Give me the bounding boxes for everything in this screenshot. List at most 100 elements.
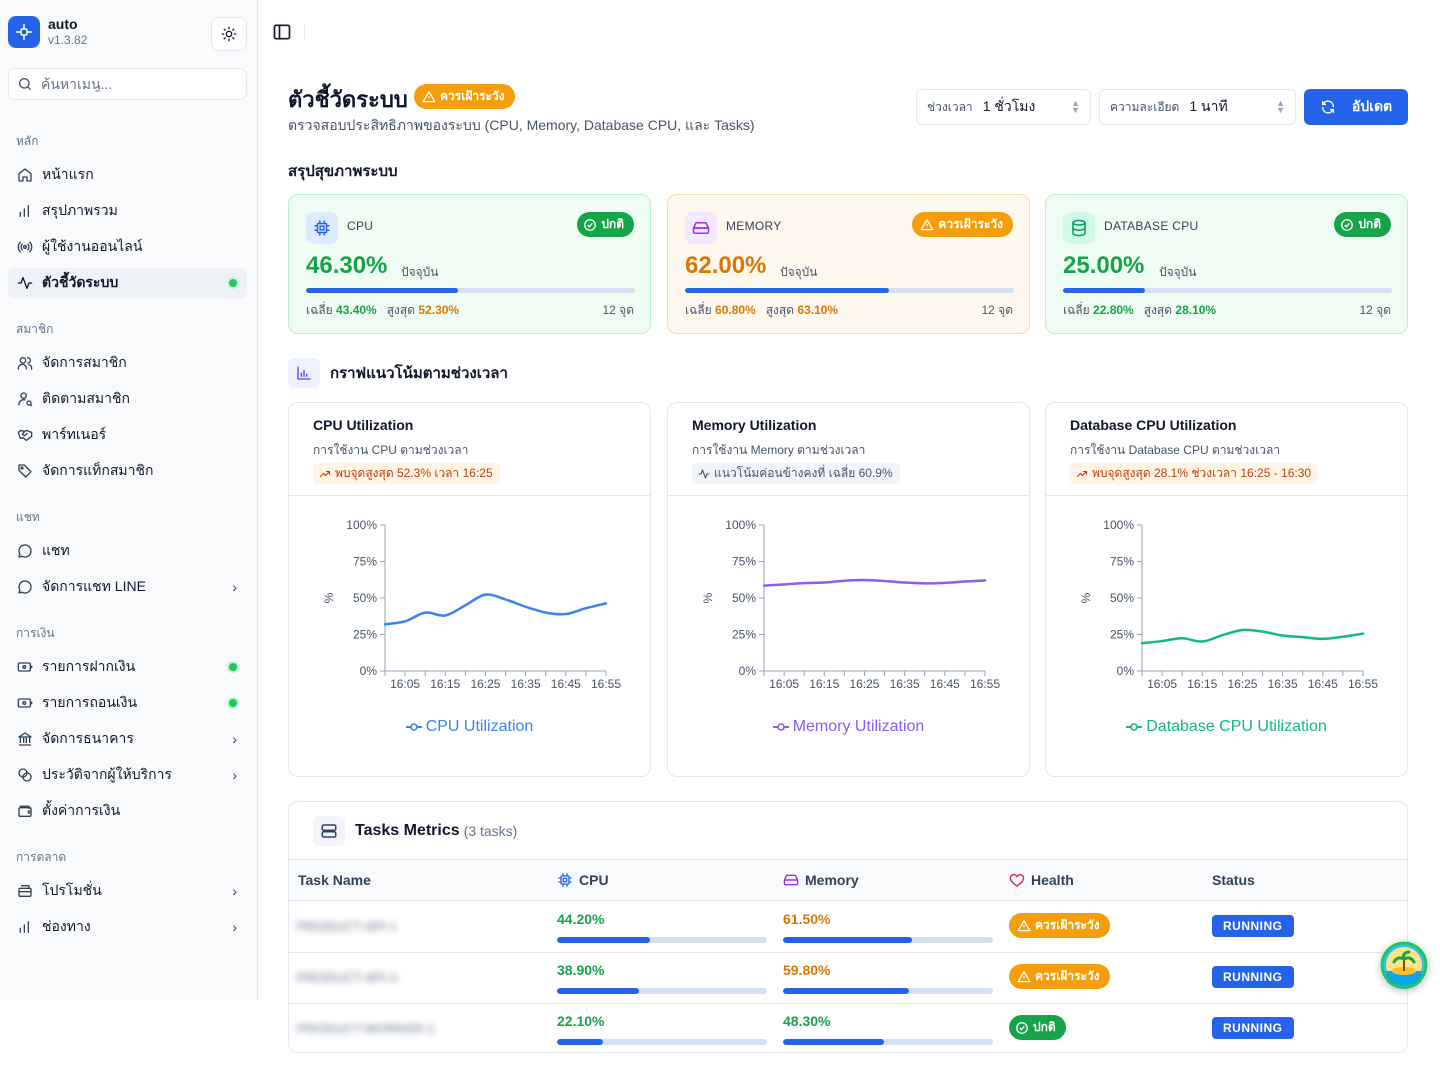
sidebar-item-partners[interactable]: พาร์ทเนอร์ bbox=[8, 420, 247, 450]
app-version: v1.3.82 bbox=[48, 33, 88, 47]
wallet-in-icon bbox=[16, 658, 34, 676]
task-cpu-bar bbox=[557, 937, 767, 943]
database-cpu-line-chart: 0% 25% 50% 75% 100%% 16:05 16:15 16:25 16:35 16:4… bbox=[1079, 518, 1378, 691]
status-badge-label: ปกติ bbox=[1358, 217, 1381, 231]
page-status-label: ควรเฝ้าระวัง bbox=[440, 89, 505, 103]
page-status-badge: ควรเฝ้าระวัง bbox=[414, 84, 515, 109]
sidebar-item-track-members[interactable]: ติดตามสมาชิก bbox=[8, 384, 247, 414]
column-header-health[interactable]: Health bbox=[1009, 872, 1074, 888]
x-tick-label: 16:55 bbox=[970, 677, 1000, 691]
sidebar: auto v1.3.82 หลัก หน้าแรก สรุปภาพรวม ผู้… bbox=[0, 0, 258, 1000]
sun-icon bbox=[221, 26, 237, 42]
sidebar-item-withdrawals[interactable]: รายการถอนเงิน bbox=[8, 688, 247, 718]
task-cpu-bar-fill bbox=[557, 988, 639, 994]
chart-insight-text: แนวโน้มค่อนข้างคงที่ เฉลี่ย 60.9% bbox=[714, 466, 893, 480]
trending-up-icon bbox=[319, 470, 331, 477]
tasks-metrics-card: Tasks Metrics (3 tasks) Task Name CPU Me… bbox=[288, 801, 1408, 1053]
column-header-status[interactable]: Status bbox=[1212, 872, 1255, 888]
wallet-icon bbox=[16, 802, 34, 820]
y-tick-label: 50% bbox=[353, 591, 377, 605]
trends-section-header: กราฟแนวโน้มตามช่วงเวลา bbox=[288, 358, 508, 388]
sidebar-item-promotions[interactable]: โปรโมชั่น › bbox=[8, 876, 247, 906]
points-count: 12 จุด bbox=[981, 303, 1013, 317]
chevron-right-icon: › bbox=[232, 579, 237, 595]
sidebar-item-overview[interactable]: สรุปภาพรวม bbox=[8, 196, 247, 226]
points-count: 12 จุด bbox=[1359, 303, 1391, 317]
legend-line-icon bbox=[405, 723, 422, 731]
legend-label: Database CPU Utilization bbox=[1146, 718, 1327, 735]
column-header-cpu[interactable]: CPU bbox=[557, 872, 609, 888]
hard-drive-icon bbox=[685, 212, 717, 244]
sidebar-toggle-button[interactable] bbox=[272, 22, 292, 42]
database-icon bbox=[1063, 212, 1095, 244]
memory-summary-card: MEMORY ควรเฝ้าระวัง 62.00% ปัจจุบัน เฉลี… bbox=[667, 194, 1030, 334]
usage-bar bbox=[306, 288, 635, 293]
x-tick-label: 16:45 bbox=[930, 677, 960, 691]
health-badge-label: ควรเฝ้าระวัง bbox=[1035, 969, 1100, 983]
x-tick-label: 16:55 bbox=[591, 677, 621, 691]
chart-legend[interactable]: Memory Utilization bbox=[668, 718, 1029, 736]
time-range-select[interactable]: ช่วงเวลา 1 ชั่วโมง ▲ ▼ bbox=[916, 89, 1091, 125]
theme-toggle-button[interactable] bbox=[211, 17, 247, 51]
sidebar-group-marketing: การตลาด bbox=[16, 850, 67, 864]
table-header: Task Name CPU Memory Health Status bbox=[289, 859, 1407, 901]
table-row[interactable]: PRODUCT-WORKER-1 22.10% 48.30% ปกติ RUNN… bbox=[289, 1004, 1407, 1052]
status-badge: ปกติ bbox=[577, 212, 634, 237]
task-memory-value: 48.30% bbox=[783, 1013, 831, 1029]
column-label: Status bbox=[1212, 872, 1255, 888]
resolution-select[interactable]: ความละเอียด 1 นาที ▲ ▼ bbox=[1099, 89, 1296, 125]
legend-line-icon bbox=[772, 723, 789, 731]
brand[interactable]: auto v1.3.82 bbox=[8, 16, 87, 48]
sidebar-item-line-chat[interactable]: จัดการแชท LINE › bbox=[8, 572, 247, 602]
table-row[interactable]: PRODUCT-API-1 44.20% 61.50% ควรเฝ้าระวัง… bbox=[289, 902, 1407, 953]
broadcast-icon bbox=[16, 238, 34, 256]
y-tick-label: 0% bbox=[360, 664, 378, 678]
resolution-value: 1 นาที bbox=[1189, 98, 1228, 114]
sidebar-item-channels[interactable]: ช่องทาง › bbox=[8, 912, 247, 942]
tag-icon bbox=[16, 462, 34, 480]
x-tick-label: 16:25 bbox=[849, 677, 879, 691]
sidebar-item-label: แชท bbox=[42, 542, 70, 558]
hard-drive-icon bbox=[783, 874, 799, 886]
sidebar-item-label: ตั้งค่าการเงิน bbox=[42, 802, 121, 818]
x-tick-label: 16:05 bbox=[390, 677, 420, 691]
sidebar-item-chat[interactable]: แชท bbox=[8, 536, 247, 566]
task-memory-value: 61.50% bbox=[783, 911, 831, 927]
alert-triangle-icon bbox=[920, 218, 934, 230]
card-label: DATABASE CPU bbox=[1104, 219, 1199, 233]
panel-left-icon bbox=[273, 24, 291, 40]
sidebar-item-deposits[interactable]: รายการฝากเงิน bbox=[8, 652, 247, 682]
chart-legend[interactable]: CPU Utilization bbox=[289, 718, 650, 736]
sidebar-item-manage-members[interactable]: จัดการสมาชิก bbox=[8, 348, 247, 378]
wallet-out-icon bbox=[16, 694, 34, 712]
handshake-icon bbox=[16, 426, 34, 444]
sidebar-item-banks[interactable]: จัดการธนาคาร › bbox=[8, 724, 247, 754]
resolution-label: ความละเอียด bbox=[1110, 99, 1180, 114]
update-button[interactable]: อัปเดต bbox=[1304, 89, 1408, 125]
usage-bar-fill bbox=[1063, 288, 1146, 293]
divider bbox=[289, 495, 650, 496]
app-name: auto bbox=[48, 16, 78, 32]
sidebar-item-member-tags[interactable]: จัดการแท็กสมาชิก bbox=[8, 456, 247, 486]
sidebar-item-provider-history[interactable]: ประวัติจากผู้ให้บริการ › bbox=[8, 760, 247, 790]
sidebar-item-system-metrics[interactable]: ตัวชี้วัดระบบ bbox=[8, 268, 247, 298]
sidebar-item-finance-settings[interactable]: ตั้งค่าการเงิน bbox=[8, 796, 247, 826]
sidebar-item-online-users[interactable]: ผู้ใช้งานออนไลน์ bbox=[8, 232, 247, 262]
table-row[interactable]: PRODUCT-API-2 38.90% 59.80% ควรเฝ้าระวัง… bbox=[289, 953, 1407, 1004]
chart-legend[interactable]: Database CPU Utilization bbox=[1046, 718, 1407, 736]
cpu-line-chart: 0% 25% 50% 75% 100%% 16:05 16:15 16:25 16:35 16:4… bbox=[322, 518, 621, 691]
legend-label: CPU Utilization bbox=[425, 718, 534, 735]
sidebar-item-home[interactable]: หน้าแรก bbox=[8, 160, 247, 190]
heart-icon bbox=[1009, 873, 1025, 887]
bank-icon bbox=[16, 730, 34, 748]
y-tick-label: 75% bbox=[732, 555, 756, 569]
column-header-memory[interactable]: Memory bbox=[783, 872, 859, 888]
sidebar-item-label: หน้าแรก bbox=[42, 166, 94, 182]
menu-search-input[interactable] bbox=[41, 76, 231, 92]
assistant-avatar-button[interactable] bbox=[1380, 941, 1428, 989]
memory-line-chart: 0% 25% 50% 75% 100%% 16:05 16:15 16:25 16:35 16:4… bbox=[701, 518, 1000, 691]
summary-section-title: สรุปสุขภาพระบบ bbox=[288, 163, 398, 180]
sidebar-group-main: หลัก bbox=[16, 134, 39, 148]
column-header-task-name[interactable]: Task Name bbox=[298, 872, 371, 888]
task-cpu-value: 44.20% bbox=[557, 911, 605, 927]
